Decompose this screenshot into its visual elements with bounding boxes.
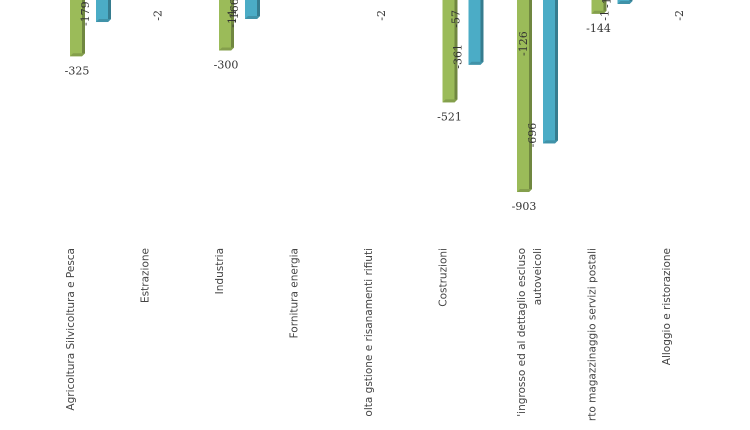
bar-side — [603, 0, 607, 14]
bar — [219, 0, 231, 51]
bar-bottom — [245, 15, 260, 19]
category-label: rto magazzinaggio servizi postali — [587, 248, 599, 421]
bar-bottom — [517, 189, 532, 193]
category-labels-layer: Agricoltura Silvicoltura e Pesca Estrazio… — [65, 248, 673, 421]
data-label: -325 — [65, 64, 90, 77]
bar — [517, 0, 529, 193]
data-label: -179 — [79, 1, 92, 26]
category-label: Industria — [214, 248, 226, 294]
bar-side — [480, 0, 484, 65]
category-label: Costruzioni — [438, 248, 450, 307]
category-label: Estrazione — [140, 248, 152, 303]
bar-bottom — [96, 19, 111, 23]
bar-bottom — [617, 0, 633, 4]
bar-bottom — [543, 140, 558, 144]
clipped-data-label: -2 — [375, 10, 388, 21]
bar-side — [108, 0, 111, 23]
data-label: -361 — [452, 44, 465, 69]
bar-side — [82, 0, 85, 57]
category-label: autoveicoli — [532, 248, 544, 305]
bars-layer — [70, 0, 633, 193]
category-label: 'ingrosso ed al dettaglio escluso — [516, 248, 528, 417]
data-label: -521 — [437, 110, 462, 123]
bar-bottom — [591, 10, 607, 14]
category-label: olta gstione e risanamenti rifiuti — [363, 248, 375, 417]
bar-side — [529, 0, 532, 193]
data-label: -696 — [526, 123, 539, 148]
bar — [70, 0, 82, 57]
clipped-data-label: -2 — [673, 10, 686, 21]
bar — [591, 0, 604, 14]
value-labels-layer: -126 -325 -300 -521 -903 -144 -179 -166 -361 -696… — [65, 0, 614, 213]
bar-side — [257, 0, 260, 19]
category-label: Alloggio e ristorazione — [661, 248, 673, 365]
data-label: -300 — [214, 58, 239, 71]
bar-bottom — [70, 53, 85, 57]
bar — [543, 0, 555, 144]
clipped-data-label: -57 — [450, 10, 463, 28]
data-label: -166 — [228, 0, 241, 23]
category-label: Agricoltura Silvicoltura e Pesca — [65, 248, 77, 411]
bar — [245, 0, 257, 19]
bar-bottom — [442, 99, 458, 103]
clipped-data-label: -2 — [152, 10, 165, 21]
data-label: -126 — [517, 31, 530, 56]
clipped-data-label: -14 — [226, 10, 239, 28]
bar — [468, 0, 481, 65]
bar-side — [555, 0, 558, 144]
category-label: Fornitura energia — [289, 248, 301, 338]
bar — [442, 0, 455, 103]
clipped-data-label: -1 — [599, 10, 612, 21]
bar-bottom — [468, 61, 484, 65]
bar-bottom — [219, 47, 234, 51]
clipped-labels-layer: -2 -14 -2 -57 -1 -2 — [152, 10, 687, 28]
bar — [96, 0, 108, 23]
bar-side — [454, 0, 458, 103]
data-label: -144 — [586, 22, 611, 35]
data-label: -903 — [512, 200, 537, 213]
bar-side — [231, 0, 234, 51]
data-label: -102 — [601, 0, 614, 8]
